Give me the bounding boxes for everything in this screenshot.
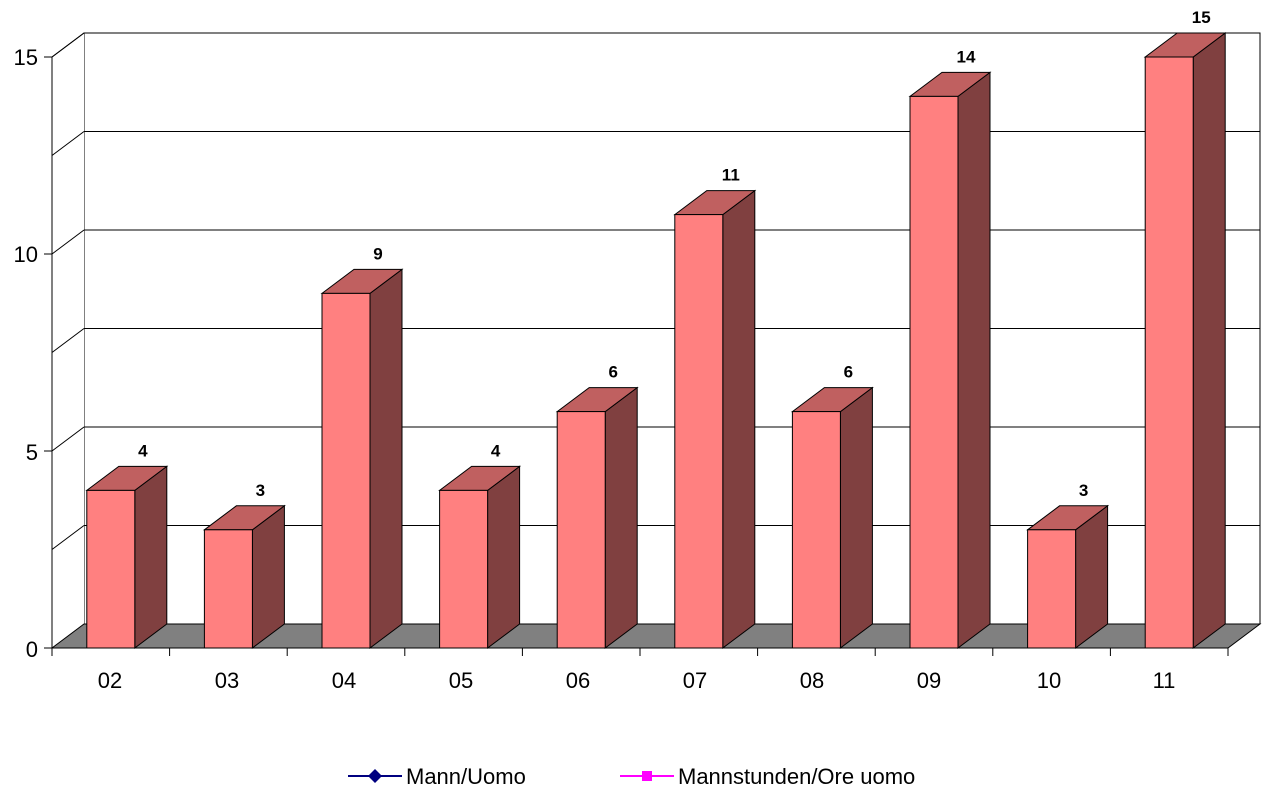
legend: Mann/Uomo Mannstunden/Ore uomo bbox=[348, 764, 915, 789]
bar-04 bbox=[320, 268, 404, 649]
data-label: 3 bbox=[256, 481, 265, 500]
bar-11 bbox=[1143, 32, 1227, 649]
x-tick-label: 08 bbox=[800, 668, 824, 693]
gridline-diagonal bbox=[51, 525, 85, 550]
bar-07 bbox=[673, 189, 757, 649]
x-tick-label: 02 bbox=[98, 668, 122, 693]
gridline-diagonal bbox=[51, 328, 85, 353]
legend-item-mannstunden-ore-uomo: Mannstunden/Ore uomo bbox=[620, 764, 915, 789]
bar-side bbox=[487, 465, 521, 650]
bar-front bbox=[791, 411, 841, 649]
bar-front bbox=[674, 214, 724, 649]
bar-front bbox=[1027, 529, 1077, 649]
x-tick-label: 04 bbox=[332, 668, 356, 693]
bar-side bbox=[722, 189, 756, 649]
gridline-diagonal bbox=[51, 426, 85, 452]
bar-side bbox=[957, 71, 991, 649]
data-label: 9 bbox=[373, 244, 382, 263]
bar-08 bbox=[790, 386, 874, 649]
bar-front bbox=[556, 411, 606, 649]
diamond-marker-icon bbox=[368, 769, 382, 783]
data-label: 4 bbox=[491, 441, 501, 460]
bar-09 bbox=[908, 71, 992, 649]
data-label: 14 bbox=[957, 47, 976, 66]
x-tick-label: 05 bbox=[449, 668, 473, 693]
bar-side bbox=[1075, 504, 1109, 649]
x-axis-tick-labels: 02 03 04 05 06 07 08 09 10 11 bbox=[98, 668, 1176, 693]
bar-side bbox=[251, 504, 285, 649]
x-tick-label: 03 bbox=[215, 668, 239, 693]
bar-front bbox=[909, 95, 959, 649]
gridline-diagonal bbox=[51, 131, 85, 156]
bar-front bbox=[321, 292, 371, 649]
y-axis-top bbox=[51, 32, 85, 58]
data-label: 15 bbox=[1192, 8, 1211, 27]
bar-06 bbox=[555, 386, 639, 649]
x-tick-label: 11 bbox=[1153, 668, 1176, 693]
bar-10 bbox=[1026, 504, 1110, 649]
bars bbox=[85, 32, 1227, 650]
bar-front bbox=[1144, 56, 1194, 649]
x-tick-label: 09 bbox=[917, 668, 941, 693]
bar-front bbox=[86, 489, 136, 649]
y-tick-label: 0 bbox=[26, 637, 38, 662]
legend-label: Mannstunden/Ore uomo bbox=[678, 764, 915, 789]
y-tick-label: 5 bbox=[26, 440, 38, 465]
bar-front bbox=[203, 529, 253, 649]
gridline-diagonal bbox=[51, 229, 85, 255]
data-labels: 4 3 9 4 6 11 6 14 3 15 bbox=[138, 8, 1211, 500]
data-label: 6 bbox=[844, 363, 853, 382]
bar-side bbox=[369, 268, 403, 649]
legend-label: Mann/Uomo bbox=[406, 764, 526, 789]
x-tick-label: 10 bbox=[1037, 668, 1061, 693]
bar-02 bbox=[85, 465, 169, 649]
y-tick-label: 10 bbox=[14, 242, 38, 267]
data-label: 11 bbox=[722, 166, 740, 185]
bar-front bbox=[439, 489, 489, 649]
data-label: 6 bbox=[608, 363, 617, 382]
x-tick-label: 06 bbox=[566, 668, 590, 693]
bar-side bbox=[1192, 32, 1226, 649]
y-axis-tick-labels: 0 5 10 15 bbox=[14, 45, 38, 662]
legend-item-mann-uomo: Mann/Uomo bbox=[348, 764, 526, 789]
square-marker-icon bbox=[642, 771, 652, 781]
bar-03 bbox=[202, 504, 286, 649]
bar-side bbox=[839, 386, 873, 649]
bar-05 bbox=[438, 465, 522, 650]
data-label: 4 bbox=[138, 441, 148, 460]
bar-side bbox=[604, 386, 638, 649]
y-tick-label: 15 bbox=[14, 45, 38, 70]
data-label: 3 bbox=[1079, 481, 1088, 500]
bar-side bbox=[134, 465, 168, 649]
x-tick-label: 07 bbox=[683, 668, 707, 693]
